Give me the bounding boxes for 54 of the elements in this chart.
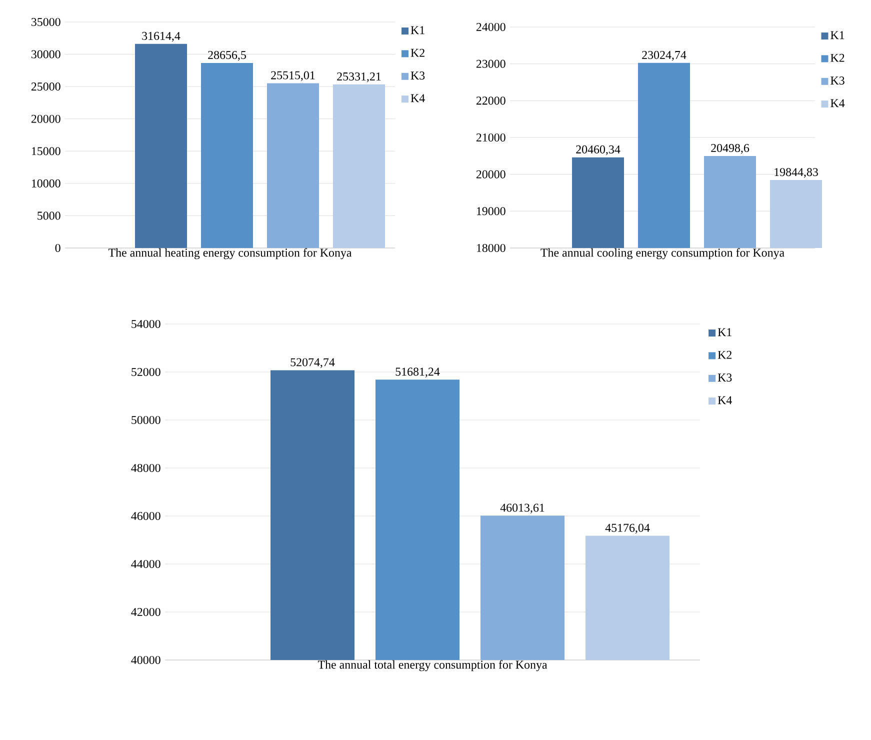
legend-label: K4 <box>410 94 425 102</box>
legend-label: K1 <box>410 26 424 34</box>
x-axis-title: The annual total energy consumption for Konya <box>318 660 548 672</box>
y-tick-label: 24000 <box>476 22 506 32</box>
y-tick-label: 18000 <box>476 244 506 252</box>
data-label: 52074,74 <box>290 358 335 368</box>
data-label: 20460,34 <box>576 145 620 156</box>
y-tick-label: 30000 <box>32 50 60 58</box>
legend-label: K3 <box>410 72 425 80</box>
y-tick-label: 21000 <box>476 133 506 142</box>
y-tick-label: 46000 <box>131 512 160 520</box>
y-tick-label: 0 <box>55 244 60 252</box>
legend-label: K2 <box>410 48 424 57</box>
bar <box>267 83 319 248</box>
legend-label: K2 <box>830 54 844 62</box>
legend-label: K1 <box>718 328 732 336</box>
y-tick-label: 40000 <box>131 656 160 664</box>
bar <box>333 84 385 248</box>
data-label: 31614,4 <box>142 32 180 42</box>
y-tick-label: 23000 <box>476 60 506 68</box>
y-tick-label: 5000 <box>38 212 60 220</box>
y-tick-label: 20000 <box>31 114 60 123</box>
legend-label: K2 <box>718 350 732 359</box>
y-tick-label: 19000 <box>476 207 506 216</box>
y-tick-label: 35000 <box>32 18 60 26</box>
data-label: 46013,61 <box>500 504 544 514</box>
legend-label: K3 <box>830 76 844 85</box>
y-tick-label: 50000 <box>132 416 160 424</box>
y-tick-label: 25000 <box>31 82 60 91</box>
y-tick-label: 22000 <box>476 96 506 105</box>
y-tick-label: 54000 <box>132 320 160 328</box>
data-label: 28656,5 <box>208 50 246 61</box>
y-tick-label: 42000 <box>131 608 160 616</box>
legend-label: K3 <box>718 374 732 382</box>
y-tick-label: 15000 <box>32 147 60 156</box>
y-tick-label: 48000 <box>131 464 160 472</box>
data-label: 23024,74 <box>642 50 686 61</box>
legend-label: K1 <box>830 31 844 40</box>
y-tick-label: 52000 <box>132 368 160 376</box>
data-label: 25515,01 <box>271 71 315 82</box>
data-label: 45176,04 <box>605 524 650 534</box>
bar <box>135 44 187 248</box>
data-label: 51681,24 <box>396 368 440 378</box>
y-tick-label: 10000 <box>32 179 60 188</box>
y-tick-label: 44000 <box>131 560 160 568</box>
legend-label: K4 <box>718 396 732 404</box>
x-axis-title: The annual cooling energy consumption for Konya <box>540 248 784 260</box>
bar <box>201 62 253 248</box>
data-label: 20498,6 <box>711 144 750 154</box>
y-tick-label: 20000 <box>476 170 506 178</box>
data-label: 25331,21 <box>337 72 381 82</box>
legend-label: K4 <box>830 99 845 108</box>
data-label: 19844,83 <box>774 168 818 178</box>
x-axis-title: The annual heating energy consumption for Konya <box>108 248 352 260</box>
